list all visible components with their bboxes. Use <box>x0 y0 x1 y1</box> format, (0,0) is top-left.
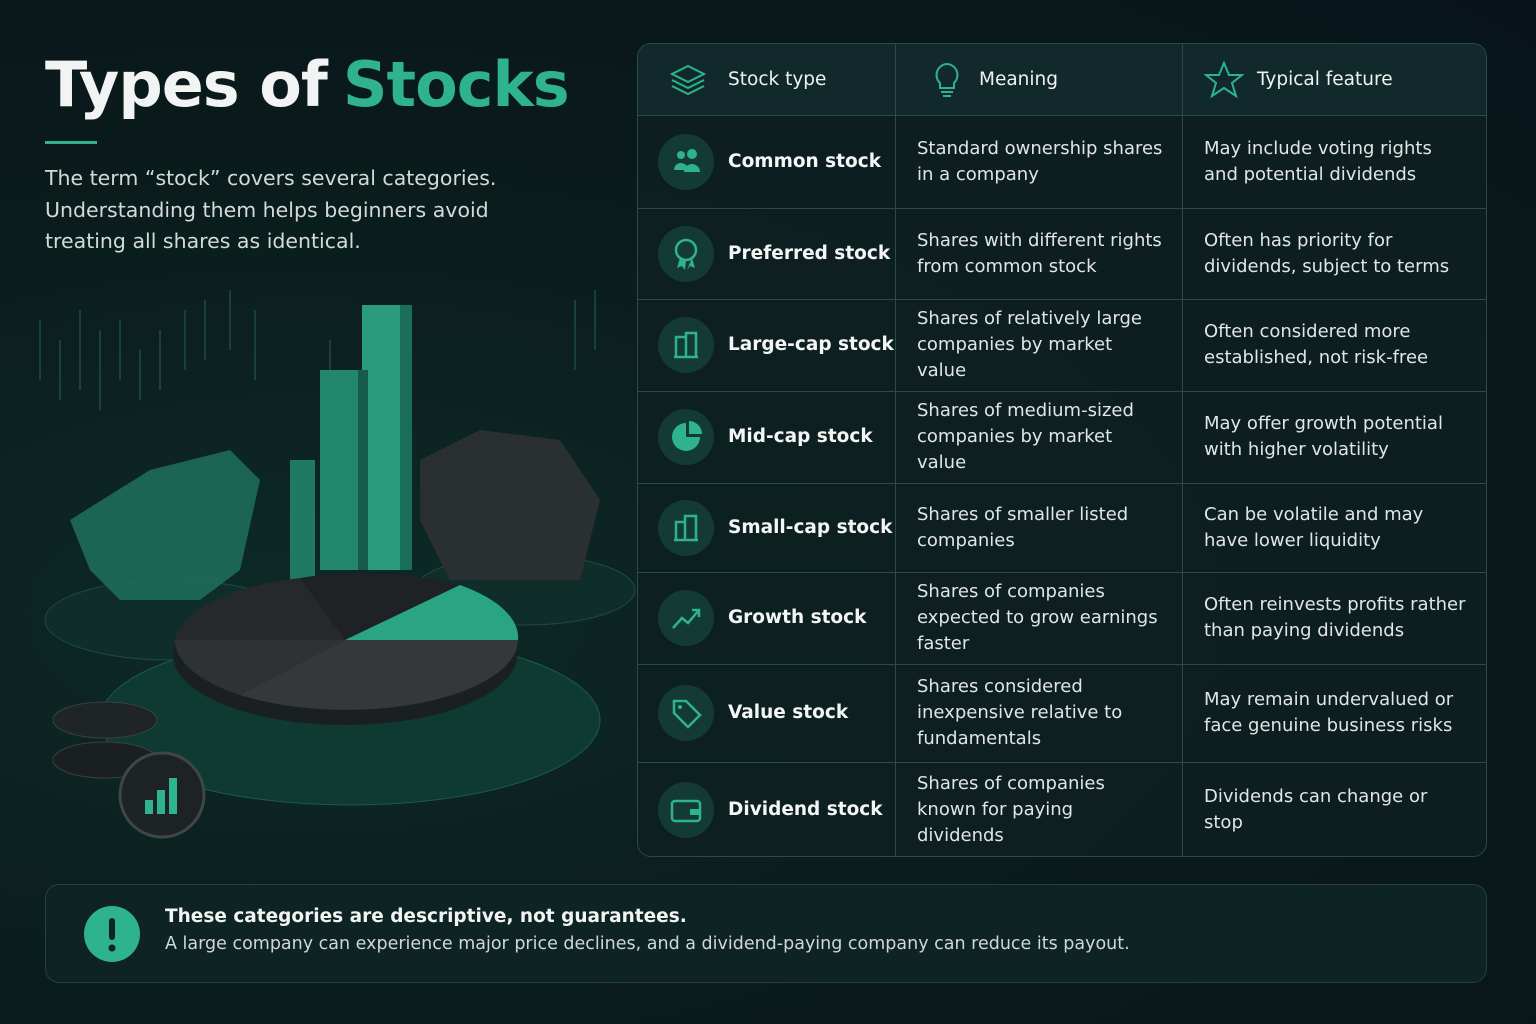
row-icon <box>658 782 714 838</box>
illustration <box>39 290 636 839</box>
row-divider <box>638 299 1486 300</box>
stock-type: Value stock <box>728 702 849 723</box>
row-icon <box>658 499 714 556</box>
column-divider <box>895 44 896 856</box>
title-accent: Stocks <box>342 48 570 121</box>
column-header: Typical feature <box>1257 68 1393 90</box>
meaning: Shares considered inexpensive relative t… <box>917 676 1123 749</box>
meaning: Shares of companies known for paying div… <box>917 773 1105 846</box>
note-box <box>45 884 1487 983</box>
column-divider <box>1182 44 1183 856</box>
icon <box>674 331 698 359</box>
row-divider <box>638 208 1486 209</box>
subtitle: The term “stock” covers several categori… <box>45 166 497 253</box>
column-header: Stock type <box>728 68 827 90</box>
row-divider <box>638 572 1486 573</box>
row-icon <box>658 409 714 465</box>
typical-feature: Often considered more established, not r… <box>1204 321 1429 368</box>
icon <box>674 148 700 172</box>
meaning: Shares of smaller listed companies <box>917 503 1129 551</box>
stock-type: Preferred stock <box>728 242 891 264</box>
row-divider <box>638 664 1486 665</box>
icon <box>672 699 702 729</box>
icon <box>672 421 702 451</box>
stock-type: Dividend stock <box>728 799 883 820</box>
note-text: A large company can experience major pri… <box>165 934 1130 954</box>
icon <box>674 238 698 270</box>
icon <box>672 608 701 629</box>
row-icon <box>658 590 714 646</box>
meaning: Shares of medium-sized companies by mark… <box>917 400 1134 473</box>
icon <box>670 799 702 823</box>
stock-type: Mid-cap stock <box>728 426 873 447</box>
meaning: Shares of companies expected to grow ear… <box>917 581 1158 654</box>
title-lead: Types of <box>45 48 328 121</box>
header-icon <box>1203 60 1245 100</box>
row-divider <box>638 391 1486 392</box>
stock-type: Large-cap stock <box>728 334 894 355</box>
row-divider <box>638 115 1486 116</box>
icon <box>674 514 698 541</box>
stock-type: Small-cap stock <box>728 516 893 538</box>
typical-feature: Often has priority for dividends, subjec… <box>1204 229 1450 277</box>
row-divider <box>638 762 1486 763</box>
typical-feature: May offer growth potential with higher v… <box>1204 413 1443 460</box>
icon <box>1203 60 1245 99</box>
column-header: Meaning <box>979 68 1059 90</box>
typical-feature: Can be volatile and may have lower liqui… <box>1204 503 1424 551</box>
icon <box>935 62 959 97</box>
typical-feature: May include voting rights and potential … <box>1204 137 1432 185</box>
row-divider <box>638 483 1486 484</box>
row-icon <box>658 317 714 373</box>
header-icon <box>668 60 708 100</box>
row-icon <box>658 225 714 282</box>
row-icon <box>658 685 714 741</box>
icon <box>669 64 707 96</box>
meaning: Shares of relatively large companies by … <box>917 308 1142 381</box>
meaning: Standard ownership shares in a company <box>917 137 1163 185</box>
header-icon <box>927 60 967 100</box>
row-icon <box>658 133 714 190</box>
note-title: These categories are descriptive, not gu… <box>165 906 687 927</box>
typical-feature: May remain undervalued or face genuine b… <box>1204 689 1454 736</box>
meaning: Shares with different rights from common… <box>917 229 1162 277</box>
title-rule <box>45 141 97 144</box>
typical-feature: Dividends can change or stop <box>1204 786 1428 833</box>
typical-feature: Often reinvests profits rather than payi… <box>1204 594 1466 641</box>
title: Types of Stocks <box>45 48 570 121</box>
stock-type: Growth stock <box>728 607 867 628</box>
header-background <box>638 44 1486 115</box>
stock-type: Common stock <box>728 150 881 172</box>
warning-icon <box>84 906 140 962</box>
stock-table: Stock type Meaning Typical feature Common s… <box>637 43 1487 857</box>
